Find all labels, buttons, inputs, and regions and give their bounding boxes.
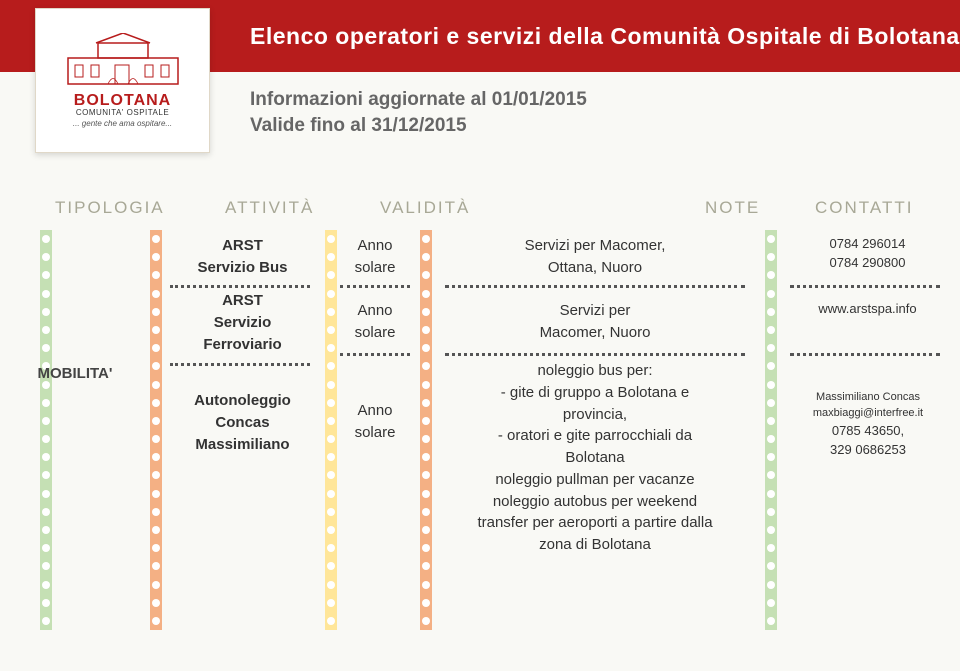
row2-attivita: ARST Servizio Ferroviario (170, 290, 315, 355)
dots (340, 353, 410, 356)
dots (790, 285, 940, 288)
row2-note: Servizi per Macomer, Nuoro (440, 300, 750, 344)
dots (170, 363, 310, 366)
logo-sub-text: COMUNITA' OSPITALE (76, 108, 169, 117)
stripe-green (40, 230, 52, 630)
row3-note: noleggio bus per: - gite di gruppo a Bol… (440, 360, 750, 556)
logo: BOLOTANA COMUNITA' OSPITALE ... gente ch… (35, 8, 210, 153)
col-attivita: ATTIVITÀ (225, 198, 314, 218)
col-tipologia: TIPOLOGIA (55, 198, 165, 218)
row3-contatti: Massimiliano Concas maxbiaggi@interfree.… (778, 390, 958, 460)
dots (170, 285, 310, 288)
stripe-green2 (765, 230, 777, 630)
building-icon (63, 33, 183, 88)
row3-attivita: Autonoleggio Concas Massimiliano (170, 390, 315, 455)
stripe-orange2 (420, 230, 432, 630)
col-note: NOTE (705, 198, 760, 218)
dots (790, 353, 940, 356)
dots (340, 285, 410, 288)
col-contatti: CONTATTI (815, 198, 913, 218)
contact-phone1: 0785 43650, (778, 422, 958, 441)
logo-tagline: ... gente che ama ospitare... (73, 119, 172, 128)
subheader-line1: Informazioni aggiornate al 01/01/2015 (250, 87, 960, 113)
stripe-orange1 (150, 230, 162, 630)
row2-contatti: www.arstspa.info (790, 300, 945, 319)
contact-name: Massimiliano Concas (778, 390, 958, 406)
row1-attivita: ARST Servizio Bus (170, 235, 315, 279)
category-label: MOBILITA' (20, 365, 130, 382)
subheader: Informazioni aggiornate al 01/01/2015 Va… (250, 87, 960, 138)
stripe-yellow (325, 230, 337, 630)
page-title: Elenco operatori e servizi della Comunit… (250, 23, 960, 50)
contact-phone2: 329 0686253 (778, 441, 958, 460)
subheader-line2: Valide fino al 31/12/2015 (250, 113, 960, 139)
dots (445, 285, 745, 288)
row3-validita: Anno solare (340, 400, 410, 444)
row1-validita: Anno solare (340, 235, 410, 279)
col-validita: VALIDITÀ (380, 198, 470, 218)
row2-validita: Anno solare (340, 300, 410, 344)
dots (445, 353, 745, 356)
contact-email: maxbiaggi@interfree.it (778, 406, 958, 422)
row1-note: Servizi per Macomer, Ottana, Nuoro (440, 235, 750, 279)
row1-contatti: 0784 296014 0784 290800 (790, 235, 945, 273)
